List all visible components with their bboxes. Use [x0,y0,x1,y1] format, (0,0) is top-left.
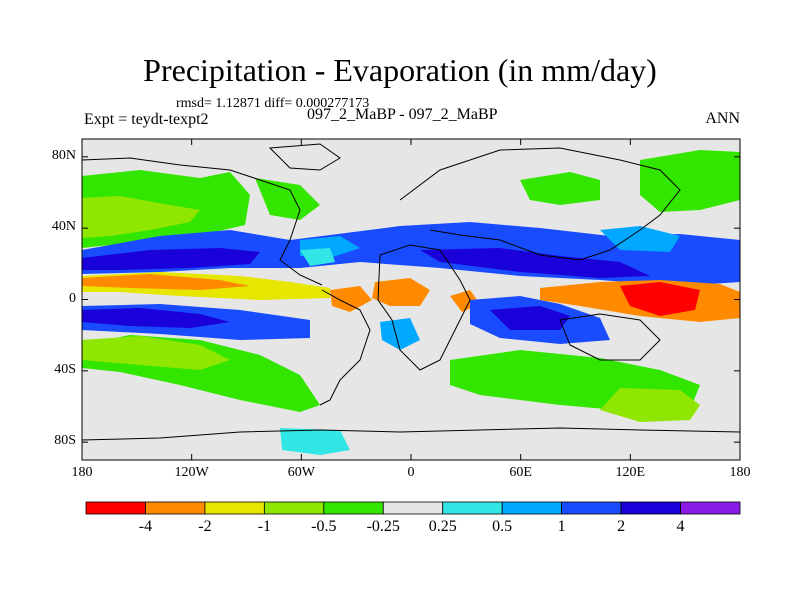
africa-outline [377,244,471,371]
indian-ocean-dark-band [490,306,570,330]
antarctic-cyan-patch [280,428,350,455]
colorbar-swatch [680,501,741,515]
y-axis-ticks [82,156,740,443]
colorbar-label: -2 [198,518,212,535]
map-plot [81,138,741,461]
atlantic-green [255,178,320,220]
stats-label: rmsd= 1.12871 diff= 0.000277173 [176,96,370,111]
southern-ocean-yellow [600,388,700,422]
continent-outlines [81,143,741,441]
africa-orange-spot [372,278,430,306]
colorbar-label: 2 [617,518,626,535]
lon-tick-label: 120W [174,465,209,480]
north-pacific-dark-band [82,248,260,270]
atlantic-cyan-spot [300,248,335,266]
australia-outline [559,313,661,361]
west-pacific-north-green [640,150,740,212]
colorbar-swatch [145,501,206,515]
antarctica-outline [81,427,741,441]
eurasia-dark-band [420,248,650,278]
south-pacific-yellow [82,336,230,370]
lon-tick-label: 180 [729,465,751,480]
greenland-outline [268,143,341,171]
season-label: ANN [705,110,740,127]
west-pacific-light-blue [600,226,680,252]
colorbar-label: -4 [138,518,153,535]
lon-tick-label: 120E [615,465,646,480]
lat-tick-label: 40N [51,219,76,235]
lon-tick-label: 0 [407,465,415,480]
colorbar-label: 1 [557,518,566,535]
lat-tick-label: 40S [54,361,76,377]
colorbar-label: -0.25 [366,518,400,535]
equatorial-orange-band [82,274,250,290]
north-pacific-yellowgreen [82,196,200,238]
south-atlantic-blue [380,318,420,350]
southern-dark-band [82,308,230,328]
x-axis-ticks [81,139,741,460]
eurasia-outline [399,147,681,261]
colorbar-swatch [382,501,444,515]
lat-tick-label: 0 [69,290,76,306]
north-america-outline [81,157,323,286]
map-title: Precipitation - Evaporation (in mm/day) [143,52,657,88]
colorbar [85,501,741,515]
colorbar-swatch [263,501,325,515]
colorbar-swatch [85,501,146,515]
colorbar-swatch [442,501,503,515]
colorbar-label: -0.5 [311,518,337,535]
atlantic-orange-spot [330,286,372,312]
lon-tick-label: 180 [71,465,93,480]
colorbar-swatch [204,501,265,515]
south-america-outline [319,289,371,406]
colorbar-swatch [323,501,384,515]
colorbar-label: 0.5 [492,518,513,535]
lat-tick-label: 80S [54,433,76,449]
colorbar-swatch [501,501,563,515]
pacific-red-core [620,282,700,316]
case-label: 097_2_MaBP - 097_2_MaBP [307,106,498,123]
colorbar-swatch [620,501,681,515]
colorbar-label: 0.25 [428,518,457,535]
experiment-label: Expt = teydt-texpt2 [84,111,209,128]
lat-tick-label: 80N [51,147,76,163]
asia-green [520,172,600,205]
colorbar-swatch [561,501,622,515]
colorbar-label: 4 [676,518,685,535]
lon-tick-label: 60E [509,465,532,480]
lon-tick-label: 60W [287,465,315,480]
colorbar-label: -1 [257,518,272,535]
